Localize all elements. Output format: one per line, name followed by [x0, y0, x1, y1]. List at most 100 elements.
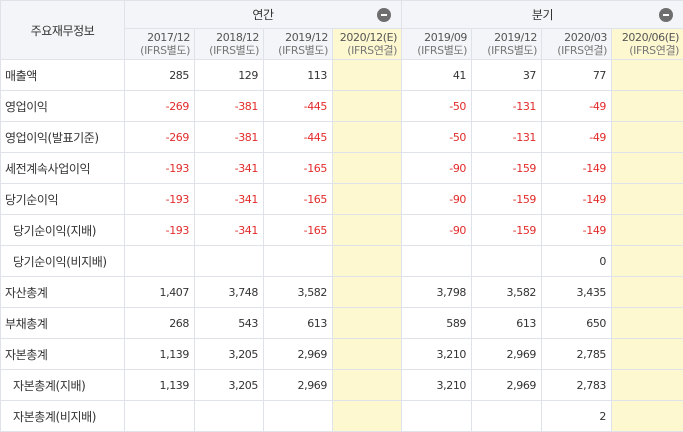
value-cell: [472, 401, 542, 432]
period-accounting-type: (IFRS연결): [333, 44, 397, 57]
period-header: 2019/12(IFRS별도): [472, 29, 542, 60]
row-label: 당기순이익(비지배): [1, 246, 125, 277]
period-header: 2017/12(IFRS별도): [125, 29, 195, 60]
row-label: 자본총계(지배): [1, 370, 125, 401]
row-label: 자본총계: [1, 339, 125, 370]
value-cell: -90: [402, 184, 472, 215]
value-cell: [125, 246, 195, 277]
value-cell: 3,205: [195, 339, 264, 370]
value-cell: -131: [472, 91, 542, 122]
value-cell: 2,969: [264, 339, 333, 370]
value-cell: [195, 401, 264, 432]
value-cell: 3,582: [264, 277, 333, 308]
row-header-label: 주요재무정보: [1, 1, 125, 60]
value-cell: 589: [402, 308, 472, 339]
value-cell: -90: [402, 153, 472, 184]
period-date: 2020/12(E): [333, 31, 397, 44]
value-cell: [612, 91, 683, 122]
period-accounting-type: (IFRS연결): [612, 44, 679, 57]
value-cell: 613: [264, 308, 333, 339]
value-cell: [612, 370, 683, 401]
table-row: 영업이익-269-381-445-50-131-49: [1, 91, 683, 122]
value-cell: -165: [264, 153, 333, 184]
table-row: 세전계속사업이익-193-341-165 -90-159-149: [1, 153, 683, 184]
value-cell: -50: [402, 91, 472, 122]
value-cell: -269: [125, 122, 195, 153]
value-cell: [333, 308, 402, 339]
minus-circle-icon[interactable]: [659, 8, 673, 22]
value-cell: -193: [125, 153, 195, 184]
value-cell: [402, 401, 472, 432]
value-cell: [333, 215, 402, 246]
value-cell: -341: [195, 184, 264, 215]
value-cell: -159: [472, 184, 542, 215]
minus-circle-icon[interactable]: [377, 8, 391, 22]
value-cell: [612, 184, 683, 215]
value-cell: -165: [264, 215, 333, 246]
value-cell: 2,783: [542, 370, 612, 401]
period-header: 2019/12(IFRS별도): [264, 29, 333, 60]
value-cell: -50: [402, 122, 472, 153]
annual-group-header: 연간: [125, 1, 402, 29]
value-cell: [333, 153, 402, 184]
value-cell: -341: [195, 215, 264, 246]
value-cell: [333, 246, 402, 277]
value-cell: 3,205: [195, 370, 264, 401]
period-header: 2020/03(IFRS연결): [542, 29, 612, 60]
value-cell: -49: [542, 122, 612, 153]
value-cell: 3,210: [402, 370, 472, 401]
annual-group-label: 연간: [252, 6, 273, 23]
value-cell: -269: [125, 91, 195, 122]
value-cell: 1,407: [125, 277, 195, 308]
value-cell: -381: [195, 122, 264, 153]
value-cell: [612, 60, 683, 91]
value-cell: [333, 401, 402, 432]
value-cell: 113: [264, 60, 333, 91]
value-cell: 650: [542, 308, 612, 339]
value-cell: [333, 277, 402, 308]
period-date: 2020/03: [542, 31, 607, 44]
value-cell: 0: [542, 246, 612, 277]
value-cell: 129: [195, 60, 264, 91]
period-accounting-type: (IFRS별도): [402, 44, 467, 57]
value-cell: -159: [472, 153, 542, 184]
period-header: 2020/06(E)(IFRS연결): [612, 29, 683, 60]
period-accounting-type: (IFRS별도): [472, 44, 537, 57]
value-cell: [612, 122, 683, 153]
table-row: 당기순이익(지배)-193-341-165-90-159-149: [1, 215, 683, 246]
value-cell: [612, 215, 683, 246]
row-label: 당기순이익(지배): [1, 215, 125, 246]
value-cell: 1,139: [125, 339, 195, 370]
row-label: 영업이익(발표기준): [1, 122, 125, 153]
value-cell: -159: [472, 215, 542, 246]
value-cell: -149: [542, 153, 612, 184]
row-label: 부채총계: [1, 308, 125, 339]
table-row: 당기순이익(비지배) 0: [1, 246, 683, 277]
value-cell: [612, 153, 683, 184]
value-cell: -445: [264, 122, 333, 153]
value-cell: 2,969: [264, 370, 333, 401]
value-cell: [333, 370, 402, 401]
period-date: 2019/12: [264, 31, 328, 44]
value-cell: -131: [472, 122, 542, 153]
value-cell: -90: [402, 215, 472, 246]
row-label: 자본총계(비지배): [1, 401, 125, 432]
value-cell: -341: [195, 153, 264, 184]
value-cell: 41: [402, 60, 472, 91]
value-cell: -193: [125, 184, 195, 215]
table-row: 당기순이익-193-341-165-90-159-149: [1, 184, 683, 215]
value-cell: 3,582: [472, 277, 542, 308]
quarterly-group-label: 분기: [532, 6, 553, 23]
row-label: 세전계속사업이익: [1, 153, 125, 184]
period-header: 2018/12(IFRS별도): [195, 29, 264, 60]
period-date: 2019/09: [402, 31, 467, 44]
value-cell: [264, 401, 333, 432]
period-header: 2020/12(E)(IFRS연결): [333, 29, 402, 60]
value-cell: 268: [125, 308, 195, 339]
value-cell: 2,969: [472, 339, 542, 370]
value-cell: -149: [542, 184, 612, 215]
